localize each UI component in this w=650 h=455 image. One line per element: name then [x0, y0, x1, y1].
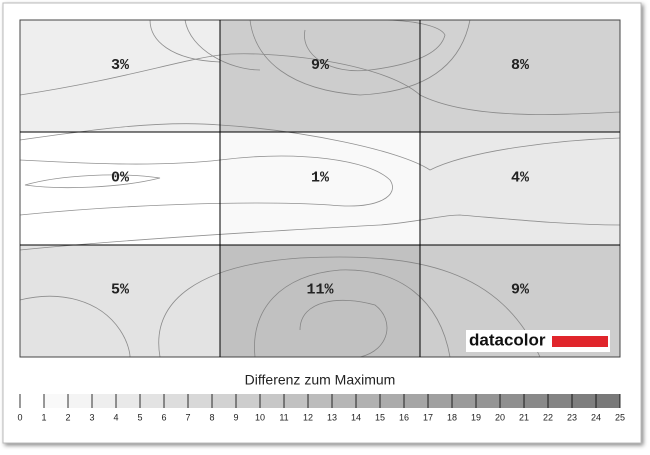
- colorbar-segment: [572, 394, 596, 408]
- colorbar-tick-label: 20: [495, 412, 505, 422]
- colorbar-tick-label: 3: [89, 412, 94, 422]
- colorbar-segment: [236, 394, 260, 408]
- cell: [20, 244, 221, 358]
- colorbar-tick-label: 25: [615, 412, 625, 422]
- colorbar-tick-label: 23: [567, 412, 577, 422]
- logo: datacolor: [466, 330, 610, 352]
- colorbar-segment: [260, 394, 284, 408]
- plot-border: [19, 19, 621, 358]
- colorbar-segment: [500, 394, 524, 408]
- cell-label: 0%: [111, 169, 130, 186]
- colorbar-tick-label: 7: [185, 412, 190, 422]
- cell-labels: 3% 9% 8% 0% 1% 4% 5% 11% 9%: [111, 57, 530, 299]
- cell-label: 1%: [311, 169, 330, 186]
- colorbar-tick-label: 0: [17, 412, 22, 422]
- colorbar-segment: [284, 394, 308, 408]
- logo-text: datacolor: [469, 330, 546, 349]
- colorbar-segment: [476, 394, 500, 408]
- contour: [184, 19, 261, 71]
- colorbar-tick-label: 16: [399, 412, 409, 422]
- contour: [19, 123, 621, 171]
- contour: [19, 53, 621, 115]
- colorbar-tick-label: 13: [327, 412, 337, 422]
- cell: [220, 20, 421, 133]
- colorbar-segment: [20, 394, 44, 408]
- colorbar-tick-label: 2: [65, 412, 70, 422]
- contour: [19, 155, 393, 216]
- colorbar-tick-label: 22: [543, 412, 553, 422]
- contour: [24, 174, 161, 189]
- colorbar-segment: [92, 394, 116, 408]
- heatmap: [20, 20, 621, 358]
- colorbar-segment: [380, 394, 404, 408]
- colorbar-tick-label: 4: [113, 412, 118, 422]
- colorbar: 0 1 2 3 4 5 6 7 8 9 10 11 12 13 14 15 16 17 18 19 20 21 22 23 24…: [17, 394, 625, 422]
- contour: [254, 269, 451, 358]
- colorbar-tick-label: 17: [423, 412, 433, 422]
- colorbar-segment: [140, 394, 164, 408]
- colorbar-tick-label: 11: [279, 412, 288, 422]
- contour: [19, 214, 621, 251]
- colorbar-tick-label: 1: [41, 412, 46, 422]
- colorbar-segment: [524, 394, 548, 408]
- cell: [220, 244, 421, 358]
- colorbar-tick-label: 6: [161, 412, 166, 422]
- cell: [20, 132, 221, 246]
- colorbar-tick-label: 21: [519, 412, 529, 422]
- colorbar-segment: [548, 394, 572, 408]
- colorbar-segment: [452, 394, 476, 408]
- colorbar-segment: [212, 394, 236, 408]
- colorbar-tick-label: 18: [447, 412, 457, 422]
- colorbar-tick-label: 14: [351, 412, 361, 422]
- colorbar-tick-label: 5: [137, 412, 142, 422]
- colorbar-tick-label: 12: [303, 412, 313, 422]
- cell: [420, 132, 621, 246]
- colorbar-segment: [332, 394, 356, 408]
- colorbar-tick-label: 24: [591, 412, 601, 422]
- colorbar-segment: [356, 394, 380, 408]
- colorbar-tick-label: 9: [233, 412, 238, 422]
- contour: [299, 299, 388, 358]
- cell-label: 3%: [111, 57, 130, 74]
- contour: [149, 19, 221, 63]
- cell: [420, 20, 621, 133]
- colorbar-segment: [188, 394, 212, 408]
- colorbar-segment: [116, 394, 140, 408]
- grid: [19, 19, 621, 358]
- colorbar-tick-label: 19: [471, 412, 481, 422]
- colorbar-segment: [44, 394, 68, 408]
- cell-label: 9%: [511, 282, 530, 299]
- contour: [158, 256, 541, 358]
- cell: [220, 132, 421, 246]
- colorbar-tick-label: 10: [255, 412, 265, 422]
- colorbar-segment: [164, 394, 188, 408]
- cell-label: 11%: [306, 282, 334, 299]
- colorbar-segment: [596, 394, 620, 408]
- colorbar-tick-label: 8: [209, 412, 214, 422]
- colorbar-segment: [404, 394, 428, 408]
- colorbar-tick-label: 15: [375, 412, 385, 422]
- contour: [19, 295, 131, 358]
- cell-label: 4%: [511, 169, 530, 186]
- colorbar-segment: [68, 394, 92, 408]
- cell-label: 9%: [311, 57, 330, 74]
- contour: [304, 19, 446, 72]
- contour: [249, 19, 471, 96]
- contours: [19, 19, 621, 358]
- colorbar-segment: [428, 394, 452, 408]
- logo-bar: [552, 336, 608, 347]
- colorbar-segment: [308, 394, 332, 408]
- cell-label: 8%: [511, 57, 530, 74]
- cell-label: 5%: [111, 282, 130, 299]
- colorbar-title: Differenz zum Maximum: [245, 372, 396, 388]
